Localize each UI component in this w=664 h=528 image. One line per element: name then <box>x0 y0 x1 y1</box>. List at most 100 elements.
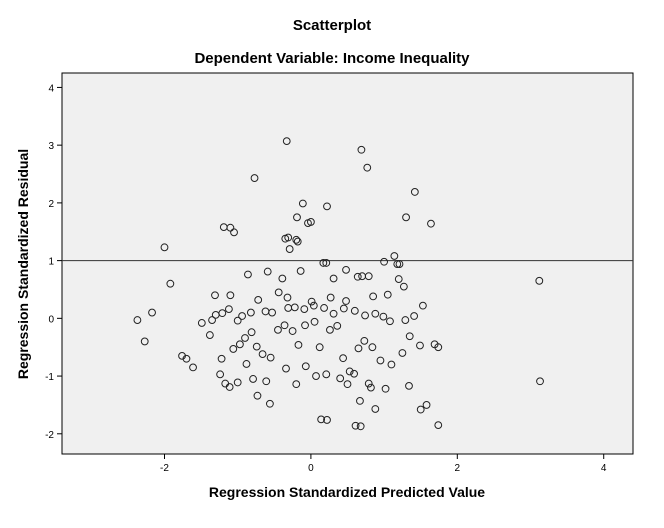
data-points <box>133 137 544 431</box>
data-point <box>225 383 234 391</box>
y-tick-label: 1 <box>48 257 54 268</box>
data-point <box>233 378 242 387</box>
data-point <box>294 340 303 349</box>
data-point <box>320 304 328 312</box>
data-point <box>290 303 299 312</box>
data-point <box>225 305 233 314</box>
x-axis-label: Regression Standardized Predicted Value <box>209 484 485 500</box>
data-point <box>182 354 191 363</box>
x-tick-label: -2 <box>160 463 169 474</box>
data-point <box>387 360 396 369</box>
y-tick-label: -2 <box>45 430 54 441</box>
data-point <box>284 233 293 242</box>
data-point <box>249 375 257 383</box>
data-point <box>274 325 282 334</box>
data-point <box>410 312 419 320</box>
y-tick-label: 0 <box>48 314 54 325</box>
axis-ticks: -2 0 2 4 -2 -1 0 1 2 3 4 <box>45 83 607 474</box>
data-point <box>322 259 331 267</box>
data-point <box>323 416 331 424</box>
x-tick-label: 2 <box>455 463 461 474</box>
data-point <box>357 145 366 154</box>
data-point <box>336 374 345 383</box>
data-point <box>322 370 331 379</box>
data-point <box>368 343 377 352</box>
data-point <box>369 292 378 301</box>
data-point <box>401 316 410 324</box>
data-point <box>266 353 275 362</box>
data-point <box>304 219 312 227</box>
chart-title: Scatterplot <box>292 17 372 34</box>
data-point <box>285 245 294 253</box>
data-point <box>250 174 259 182</box>
data-point <box>274 288 283 297</box>
data-point <box>535 276 544 285</box>
data-point <box>278 274 287 283</box>
data-point <box>282 364 290 373</box>
data-point <box>229 345 238 353</box>
data-point <box>211 291 219 300</box>
data-point <box>296 267 305 275</box>
y-tick-label: -1 <box>45 372 54 383</box>
data-point <box>238 312 246 320</box>
data-point <box>339 354 348 363</box>
data-point <box>422 401 431 409</box>
data-point <box>356 396 364 405</box>
data-point <box>133 316 142 324</box>
y-tick-label: 3 <box>48 141 54 152</box>
data-point <box>343 380 352 389</box>
data-point <box>288 327 297 335</box>
data-point <box>339 304 348 313</box>
data-point <box>317 415 326 424</box>
data-point <box>292 235 301 244</box>
y-tick-label: 2 <box>48 199 54 210</box>
data-point <box>371 309 380 318</box>
data-point <box>205 331 214 339</box>
data-point <box>253 391 262 400</box>
data-point <box>419 301 427 310</box>
data-point <box>283 293 292 302</box>
data-point <box>353 272 362 281</box>
data-point <box>376 356 385 365</box>
data-point <box>360 336 369 345</box>
data-point <box>329 274 338 283</box>
data-point <box>380 257 389 266</box>
data-point <box>262 377 271 386</box>
data-point <box>350 306 359 315</box>
data-point <box>427 219 435 228</box>
data-point <box>351 421 360 430</box>
data-point <box>293 237 302 246</box>
data-point <box>536 377 544 386</box>
data-point <box>381 384 390 393</box>
data-point <box>399 282 408 291</box>
data-point <box>216 370 225 379</box>
data-point <box>394 275 403 283</box>
data-point <box>390 252 399 260</box>
data-point <box>402 213 410 222</box>
x-tick-label: 0 <box>308 463 314 474</box>
data-point <box>361 311 369 320</box>
data-point <box>364 379 373 388</box>
data-point <box>258 350 267 359</box>
data-point <box>329 309 338 318</box>
data-point <box>323 202 331 211</box>
data-point <box>217 354 226 363</box>
data-point <box>293 213 301 222</box>
data-point <box>148 308 156 317</box>
data-point <box>333 321 342 330</box>
data-point <box>410 188 419 196</box>
data-point <box>241 334 249 342</box>
data-point <box>386 317 394 326</box>
data-point <box>300 305 309 314</box>
data-point <box>189 363 197 372</box>
data-point <box>263 267 272 276</box>
data-point <box>307 297 316 306</box>
data-point <box>280 321 289 330</box>
data-point <box>363 163 372 172</box>
data-point <box>326 293 335 302</box>
data-point <box>254 295 263 304</box>
plot-area <box>61 72 634 455</box>
data-point <box>282 137 291 146</box>
data-point <box>246 308 255 317</box>
data-point <box>244 270 252 279</box>
